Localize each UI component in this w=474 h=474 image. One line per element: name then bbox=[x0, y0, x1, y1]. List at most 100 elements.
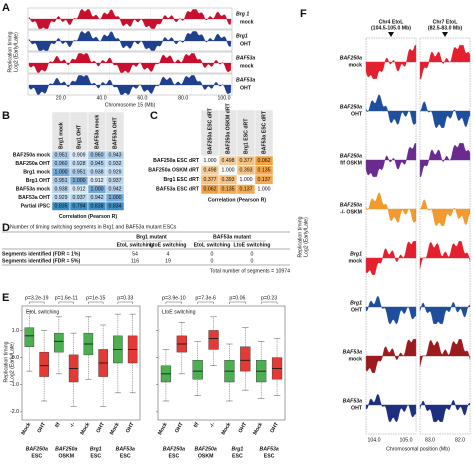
column-header: Brg1 ESC dRT bbox=[243, 118, 249, 154]
cell-value: 0.938 bbox=[91, 170, 104, 176]
row-label: BAF53a ESC dRT bbox=[156, 187, 200, 193]
p-value: p=1.6e-11 bbox=[55, 295, 78, 301]
cell-value: 1.000 bbox=[240, 177, 253, 183]
cell-value: 0.393 bbox=[240, 168, 253, 174]
cell-value: 0.937 bbox=[73, 195, 86, 201]
column-header: Chr7 EtoL bbox=[433, 19, 459, 25]
bracket bbox=[88, 301, 104, 304]
column-header: Brg1 mock bbox=[58, 122, 64, 149]
timing-profile bbox=[419, 143, 471, 177]
y-tick-label: -2.0 bbox=[10, 409, 19, 415]
track-label: f/f OSKM bbox=[340, 160, 362, 166]
x-axis-label: Chromosomal position (Mb) bbox=[386, 446, 450, 452]
track-label: BAF53a bbox=[236, 55, 255, 61]
caption: Correlation (Pearson R) bbox=[208, 197, 266, 203]
row-label: BAF250a OHT bbox=[15, 161, 50, 167]
group-label: ESC bbox=[232, 453, 243, 459]
cell-value: 0.943 bbox=[109, 153, 122, 159]
x-tick-label: Mock bbox=[79, 422, 91, 437]
track-label: Brg1 bbox=[350, 300, 362, 306]
y-axis-label: Replication timing bbox=[3, 341, 9, 382]
group-label: OSKM bbox=[198, 453, 214, 459]
cell-value: 0 bbox=[211, 251, 214, 257]
heatmap-cell bbox=[254, 184, 274, 195]
track-frame bbox=[27, 29, 233, 52]
track-label: mock bbox=[348, 356, 362, 362]
cell-value: 1.000 bbox=[55, 170, 68, 176]
row-label: Segments identified (FDR = 5%) bbox=[2, 258, 81, 264]
track-frame bbox=[27, 73, 233, 96]
track-label: -/- OSKM bbox=[340, 209, 362, 215]
panel-letter: D bbox=[2, 222, 10, 234]
cell-value: 1.000 bbox=[204, 158, 217, 164]
x-tick-label: f/f bbox=[193, 421, 201, 428]
cell-value: 0.498 bbox=[222, 158, 235, 164]
group-label: BAF250a bbox=[163, 446, 185, 452]
group-label: ESC bbox=[264, 453, 275, 459]
y-tick-label: 1.0 bbox=[12, 328, 19, 334]
timing-profile bbox=[365, 394, 417, 422]
track-label: OHT bbox=[240, 85, 252, 91]
cell-value: 0.932 bbox=[109, 161, 122, 167]
cell-value: 0 bbox=[251, 258, 254, 264]
x-tick-label: 105.0 bbox=[400, 437, 413, 443]
track-label: BAF250a bbox=[340, 104, 362, 110]
x-tick-label: 104.0 bbox=[368, 437, 381, 443]
group-label: ESC bbox=[120, 453, 131, 459]
group-label: BAF53a bbox=[116, 446, 135, 452]
timing-profile bbox=[419, 302, 471, 324]
cell-value: 0.137 bbox=[258, 177, 271, 183]
x-axis-label: Chromosome 15 (Mb) bbox=[105, 102, 156, 108]
box bbox=[240, 346, 251, 372]
track-frame bbox=[419, 37, 471, 435]
marker-triangle bbox=[388, 32, 394, 37]
timing-profile bbox=[28, 31, 232, 51]
row-label: BAF250a OSKM dRT bbox=[148, 168, 200, 174]
x-tick-label: 80.0 bbox=[178, 95, 188, 101]
cell-value: 54 bbox=[132, 251, 138, 257]
track-frame bbox=[27, 7, 233, 30]
row-label: BAF53a OHT bbox=[18, 195, 51, 201]
panel-letter: C bbox=[150, 110, 158, 122]
timing-profile bbox=[419, 101, 471, 128]
x-tick-label: 82.0 bbox=[455, 437, 465, 443]
cell-value: 0.929 bbox=[55, 195, 68, 201]
bracket bbox=[165, 301, 183, 304]
panel-letter: E bbox=[2, 292, 9, 304]
cell-value: 0.835 bbox=[55, 204, 68, 210]
bracket bbox=[260, 301, 278, 304]
row-label: Brg1 ESC dRT bbox=[164, 177, 200, 183]
p-value: p=0.33 bbox=[117, 295, 133, 301]
y-axis-label: Replication timing bbox=[7, 31, 13, 72]
column-header: (104.5-105.0 Mb) bbox=[371, 25, 411, 31]
box bbox=[39, 351, 49, 377]
timing-profile bbox=[419, 45, 471, 79]
cell-value: 1.000 bbox=[91, 187, 104, 193]
p-value: p=1e-15 bbox=[86, 295, 105, 301]
timing-profile bbox=[28, 75, 232, 95]
box bbox=[54, 332, 64, 353]
cell-value: 0.942 bbox=[109, 187, 122, 193]
cell-value: 0.938 bbox=[55, 187, 68, 193]
timing-profile bbox=[365, 94, 417, 125]
timing-profile bbox=[365, 143, 417, 177]
cell-value: 0.062 bbox=[204, 187, 217, 193]
cell-value: 0.062 bbox=[258, 158, 271, 164]
track-label: Brg1 bbox=[236, 33, 248, 39]
y-axis-label: Log2 (Early/Late) bbox=[9, 342, 15, 382]
track-frame bbox=[365, 37, 417, 435]
group-label: BAF250a bbox=[195, 446, 217, 452]
column-header: BAF53a ESC dRT bbox=[261, 110, 267, 154]
group-label: Brg1 bbox=[231, 446, 243, 452]
column-header: (82.5-83.0 Mb) bbox=[428, 25, 463, 31]
group-header: Brg1 mutant bbox=[136, 234, 167, 240]
track-label: mock bbox=[348, 62, 362, 68]
cell-value: 1.000 bbox=[222, 168, 235, 174]
plot-title: LtoE switching bbox=[162, 309, 196, 315]
track-label: OHT bbox=[240, 41, 252, 47]
cell-value: 0.137 bbox=[240, 187, 253, 193]
x-tick-label: f/f bbox=[54, 421, 62, 428]
x-tick-label: OHT bbox=[174, 421, 185, 434]
plot-frame bbox=[21, 305, 141, 421]
row-label: Brg1 mock bbox=[23, 170, 50, 176]
